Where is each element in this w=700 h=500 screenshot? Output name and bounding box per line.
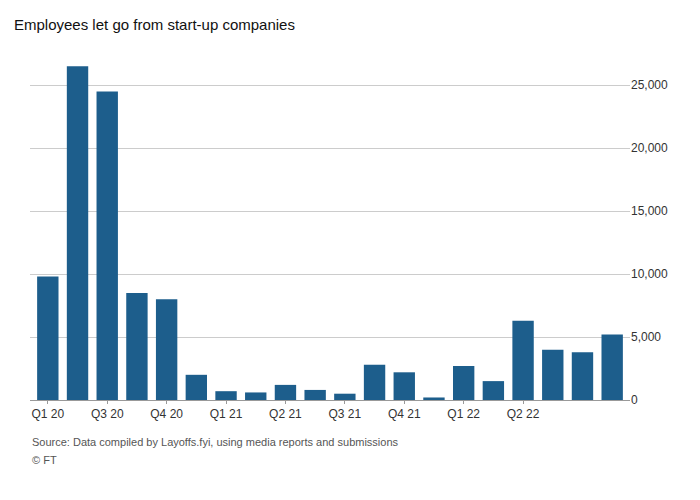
svg-text:Q1 20: Q1 20 [31, 407, 64, 421]
svg-text:0: 0 [631, 393, 638, 407]
svg-text:Q4 21: Q4 21 [388, 407, 421, 421]
svg-text:© FT: © FT [32, 454, 57, 466]
svg-text:10,000: 10,000 [631, 267, 668, 281]
svg-text:Q1 21: Q1 21 [210, 407, 243, 421]
svg-text:Q2 22: Q2 22 [507, 407, 540, 421]
svg-text:Q2 21: Q2 21 [269, 407, 302, 421]
svg-text:Q1 22: Q1 22 [447, 407, 480, 421]
svg-text:5,000: 5,000 [631, 330, 661, 344]
svg-text:Source: Data compiled by Layof: Source: Data compiled by Layoffs.fyi, us… [32, 436, 399, 448]
svg-text:Q4 20: Q4 20 [150, 407, 183, 421]
svg-text:Q3 21: Q3 21 [328, 407, 361, 421]
svg-text:20,000: 20,000 [631, 141, 668, 155]
svg-text:25,000: 25,000 [631, 78, 668, 92]
svg-text:Q3 20: Q3 20 [91, 407, 124, 421]
svg-text:15,000: 15,000 [631, 204, 668, 218]
svg-text:Employees let go from start-up: Employees let go from start-up companies [14, 16, 295, 33]
